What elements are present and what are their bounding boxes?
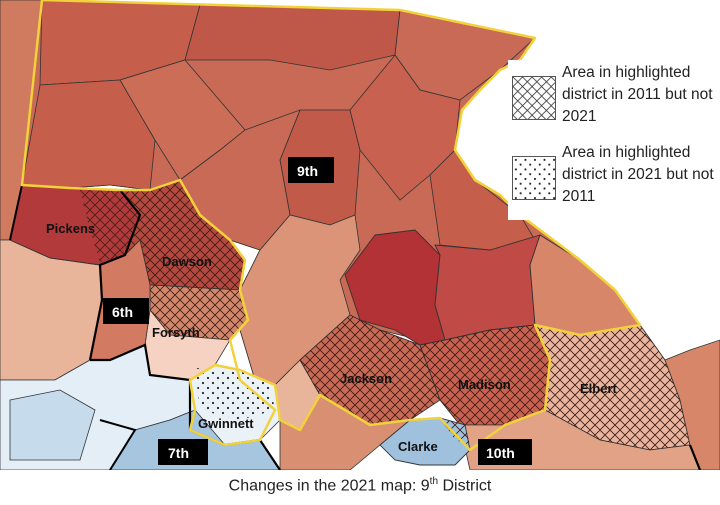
legend-label-removed: Area in highlighted district in 2011 but… bbox=[562, 64, 713, 125]
tag-sixth-text: 6th bbox=[112, 304, 133, 320]
county-central bbox=[179, 109, 301, 251]
label-madison: Madison bbox=[458, 377, 511, 392]
tag-tenth: 10th bbox=[478, 439, 532, 465]
tag-seventh: 7th bbox=[158, 439, 208, 465]
caption-prefix: Changes in the 2021 map: 9 bbox=[228, 477, 430, 495]
elbert-crosshatch bbox=[535, 325, 690, 450]
legend-item-added: Area in highlighted district in 2021 but… bbox=[508, 140, 720, 220]
ninth-district-border bbox=[20, 0, 642, 452]
caption-suffix: District bbox=[438, 477, 492, 495]
tag-tenth-text: 10th bbox=[486, 445, 515, 461]
label-pickens: Pickens bbox=[46, 221, 95, 236]
forsyth-crosshatch bbox=[150, 285, 248, 340]
caption-superscript: th bbox=[429, 476, 439, 487]
region-east-outside bbox=[664, 339, 720, 470]
label-jackson: Jackson bbox=[340, 371, 392, 386]
label-gwinnett: Gwinnett bbox=[198, 416, 254, 431]
map-legend: Area in highlighted district in 2011 but… bbox=[508, 60, 720, 220]
tenth-district-boundary bbox=[688, 444, 702, 470]
label-elbert: Elbert bbox=[580, 381, 618, 396]
county-north-2 bbox=[184, 4, 401, 71]
region-metro-blue bbox=[9, 389, 96, 461]
tag-ninth: 9th bbox=[288, 157, 334, 183]
county-dark-east bbox=[434, 234, 541, 341]
seventh-inner-boundary bbox=[99, 419, 137, 470]
label-dawson: Dawson bbox=[162, 254, 212, 269]
dawson-crosshatch bbox=[120, 180, 245, 290]
crosshatch-swatch-icon bbox=[512, 76, 556, 120]
sixth-district-boundary bbox=[88, 189, 142, 361]
dots-swatch-icon bbox=[512, 156, 556, 200]
label-clarke: Clarke bbox=[398, 439, 438, 454]
madison-crosshatch bbox=[420, 325, 550, 425]
legend-item-removed: Area in highlighted district in 2011 but… bbox=[508, 60, 720, 140]
map-caption: Changes in the 2021 map: 9th District bbox=[0, 476, 720, 495]
tag-ninth-text: 9th bbox=[297, 163, 318, 179]
tag-seventh-text: 7th bbox=[168, 445, 189, 461]
pickens-crosshatch bbox=[80, 190, 140, 262]
label-forsyth: Forsyth bbox=[152, 325, 200, 340]
gwinnett-dotted bbox=[195, 368, 275, 420]
tag-sixth: 6th bbox=[103, 298, 149, 324]
legend-label-added: Area in highlighted district in 2021 but… bbox=[562, 144, 714, 205]
jackson-crosshatch bbox=[300, 315, 440, 425]
